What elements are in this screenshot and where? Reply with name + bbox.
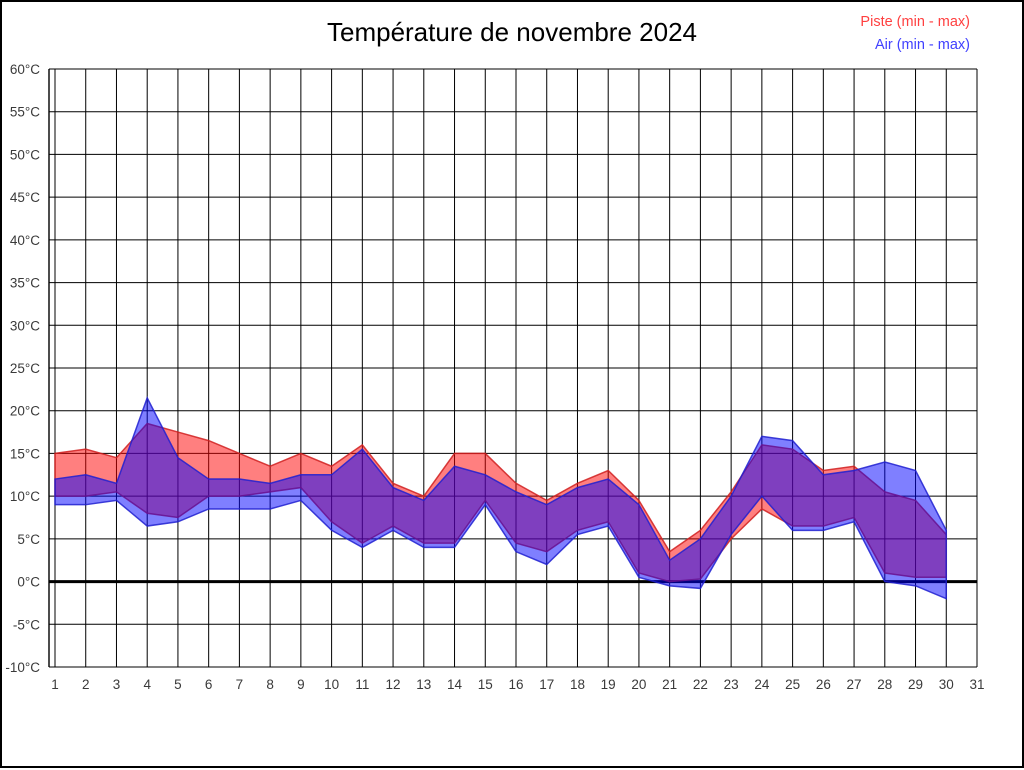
- x-tick-label: 31: [969, 677, 984, 692]
- y-axis-labels: 60°C 55°C 50°C 45°C 40°C 35°C 30°C 25°C 20°C 15°C…: [5, 62, 40, 675]
- y-tick-label: 50°C: [10, 147, 40, 162]
- x-tick-label: 4: [143, 677, 151, 692]
- y-tick-label: 0°C: [17, 575, 40, 590]
- y-tick-label: 55°C: [10, 105, 40, 120]
- x-tick-label: 16: [508, 677, 523, 692]
- y-tick-label: 45°C: [10, 190, 40, 205]
- y-tick-label: 40°C: [10, 233, 40, 248]
- y-tick-label: -5°C: [13, 617, 40, 632]
- x-tick-label: 13: [416, 677, 431, 692]
- x-tick-label: 20: [631, 677, 646, 692]
- x-tick-label: 21: [662, 677, 677, 692]
- x-tick-label: 8: [266, 677, 274, 692]
- y-tick-label: 5°C: [17, 532, 40, 547]
- y-tick-label: 15°C: [10, 446, 40, 461]
- x-tick-label: 11: [355, 677, 369, 692]
- x-tick-label: 12: [386, 677, 401, 692]
- x-tick-label: 30: [939, 677, 954, 692]
- legend-piste: Piste (min - max): [860, 14, 970, 30]
- x-tick-label: 10: [324, 677, 339, 692]
- x-tick-label: 17: [539, 677, 554, 692]
- x-axis-labels: 1 2 3 4 5 6 7 8 9 10 11 12 13 14 15 16 17 18 19 20 21 22 23 24 2…: [51, 677, 984, 692]
- legend-air: Air (min - max): [874, 37, 970, 53]
- x-tick-label: 27: [847, 677, 862, 692]
- x-tick-label: 23: [724, 677, 739, 692]
- x-tick-label: 15: [478, 677, 493, 692]
- x-tick-label: 3: [113, 677, 121, 692]
- x-tick-label: 22: [693, 677, 708, 692]
- x-tick-label: 1: [51, 677, 59, 692]
- x-tick-label: 18: [570, 677, 585, 692]
- x-tick-label: 5: [174, 677, 182, 692]
- x-tick-label: 28: [877, 677, 892, 692]
- y-tick-label: 20°C: [10, 404, 40, 419]
- y-tick-label: -10°C: [5, 660, 40, 675]
- legend: Piste (min - max) Air (min - max): [860, 11, 970, 57]
- x-tick-label: 6: [205, 677, 213, 692]
- x-tick-label: 24: [754, 677, 770, 692]
- chart-title: Température de novembre 2024: [326, 17, 697, 47]
- grid: [48, 68, 978, 668]
- y-tick-label: 35°C: [10, 276, 40, 291]
- y-tick-label: 60°C: [10, 62, 40, 77]
- x-tick-label: 29: [908, 677, 923, 692]
- x-tick-label: 2: [82, 677, 90, 692]
- air-band: [54, 396, 948, 600]
- x-tick-label: 7: [236, 677, 244, 692]
- x-tick-label: 9: [297, 677, 305, 692]
- x-tick-label: 19: [601, 677, 616, 692]
- y-tick-label: 30°C: [10, 318, 40, 333]
- x-tick-label: 14: [447, 677, 463, 692]
- y-tick-label: 10°C: [10, 489, 40, 504]
- x-tick-label: 26: [816, 677, 831, 692]
- x-tick-label: 25: [785, 677, 800, 692]
- y-tick-label: 25°C: [10, 361, 40, 376]
